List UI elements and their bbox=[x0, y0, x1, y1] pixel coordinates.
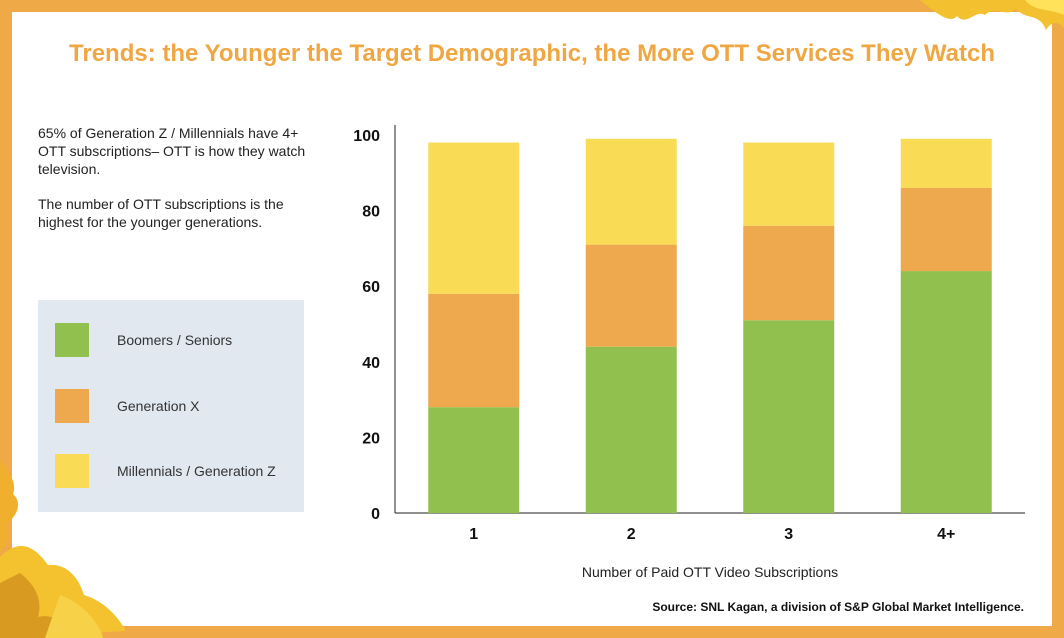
legend-item-generation-x: Generation X bbox=[55, 389, 200, 423]
x-tick-label-4: 4+ bbox=[937, 526, 955, 543]
legend-item-boomers-seniors: Boomers / Seniors bbox=[55, 323, 232, 357]
legend-label-generation-x: Generation X bbox=[117, 398, 200, 414]
bar-4-boomers-seniors bbox=[900, 271, 992, 513]
bar-1-boomers-seniors bbox=[428, 407, 520, 513]
y-tick-label-100: 100 bbox=[353, 128, 380, 145]
bar-2-boomers-seniors bbox=[585, 346, 677, 513]
y-tick-label-60: 60 bbox=[362, 279, 380, 296]
legend-swatch-boomers-seniors bbox=[55, 323, 89, 357]
legend-label-millennials-generation-z: Millennials / Generation Z bbox=[117, 463, 276, 479]
left-gold-splash bbox=[0, 460, 126, 638]
x-tick-label-3: 3 bbox=[784, 526, 793, 543]
x-axis-title: Number of Paid OTT Video Subscriptions bbox=[582, 564, 838, 580]
page-title: Trends: the Younger the Target Demograph… bbox=[69, 40, 995, 67]
legend-label-boomers-seniors: Boomers / Seniors bbox=[117, 332, 233, 348]
legend-swatch-millennials-generation-z bbox=[55, 454, 89, 488]
bar-3-boomers-seniors bbox=[743, 320, 835, 513]
source-note: Source: SNL Kagan, a division of S&P Glo… bbox=[652, 600, 1024, 614]
intro-text: 65% of Generation Z / Millennials have 4… bbox=[38, 124, 316, 248]
x-tick-label-1: 1 bbox=[469, 526, 478, 543]
intro-paragraph-1: 65% of Generation Z / Millennials have 4… bbox=[38, 125, 306, 177]
bar-3-millennials-generation-z bbox=[743, 142, 835, 226]
intro-paragraph-2: The number of OTT subscriptions is the h… bbox=[38, 196, 284, 230]
bar-1-millennials-generation-z bbox=[428, 142, 520, 294]
bar-4-millennials-generation-z bbox=[900, 138, 992, 188]
x-tick-label-2: 2 bbox=[627, 526, 636, 543]
bar-2-millennials-generation-z bbox=[585, 138, 677, 245]
y-tick-label-40: 40 bbox=[362, 355, 380, 372]
y-tick-label-0: 0 bbox=[371, 506, 380, 523]
bar-3-generation-x bbox=[743, 225, 835, 321]
bar-1-generation-x bbox=[428, 293, 520, 408]
top-right-gold-splash bbox=[920, 0, 1064, 30]
y-tick-label-20: 20 bbox=[362, 430, 380, 447]
legend-item-millennials-generation-z: Millennials / Generation Z bbox=[55, 454, 276, 488]
y-tick-label-80: 80 bbox=[362, 204, 380, 221]
legend-panel: Boomers / Seniors Generation X Millennia… bbox=[38, 300, 304, 512]
bar-4-generation-x bbox=[900, 187, 992, 272]
bar-2-generation-x bbox=[585, 244, 677, 347]
legend-swatch-generation-x bbox=[55, 389, 89, 423]
